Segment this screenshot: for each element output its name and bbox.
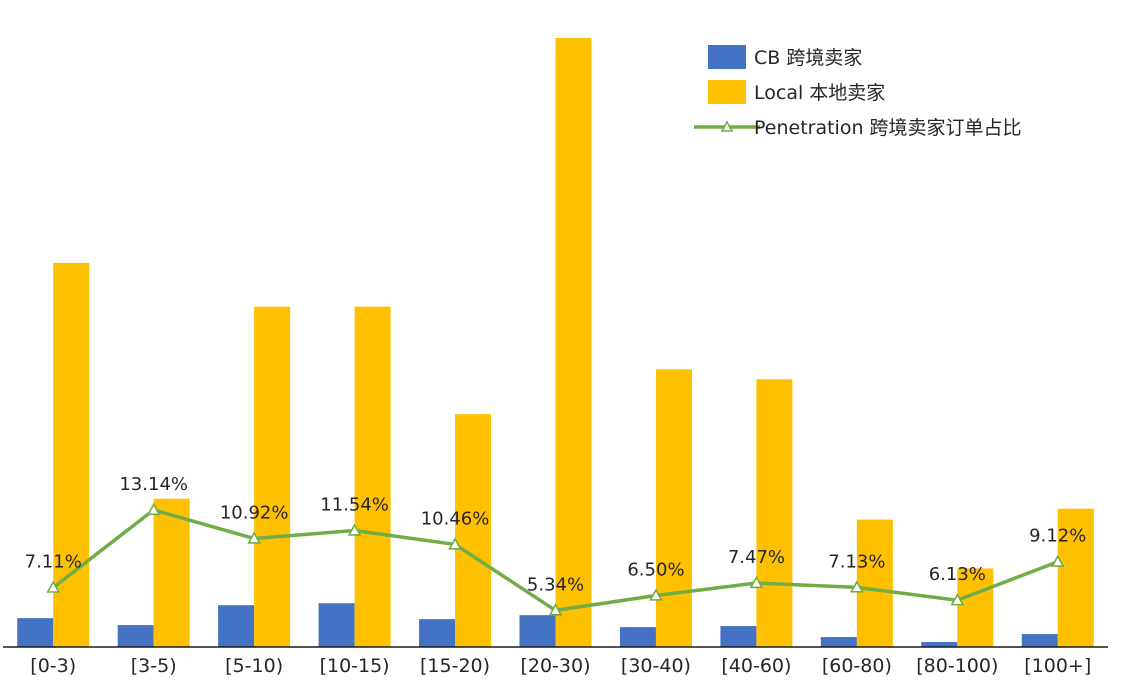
labels-layer: [0-3) [3-5) [5-10) [10-15) [15-20) [20-30) [30… xyxy=(25,474,1092,677)
x-tick-label-6: [30-40) xyxy=(621,655,691,677)
cb-bar-1 xyxy=(117,625,154,647)
penetration-marker-6 xyxy=(649,588,663,601)
penetration-label-10: 9.12% xyxy=(1029,526,1086,547)
penetration-label-8: 7.13% xyxy=(828,551,885,572)
x-tick-label-10: [100+] xyxy=(1024,655,1091,677)
local-bar-2 xyxy=(254,306,291,647)
penetration-label-1: 13.14% xyxy=(119,474,188,495)
local-bar-0 xyxy=(53,262,90,647)
x-tick-label-4: [15-20) xyxy=(420,655,490,677)
local-bar-10 xyxy=(1057,508,1094,647)
line-layer xyxy=(46,502,1065,616)
penetration-marker-3 xyxy=(347,523,362,536)
penetration-label-0: 7.11% xyxy=(25,552,82,573)
local-bar-5 xyxy=(555,37,592,648)
x-tick-label-8: [60-80) xyxy=(822,655,892,677)
local-bar-7 xyxy=(756,379,793,647)
local-bar-4 xyxy=(455,414,492,647)
legend: CB 跨境卖家 Local 本地卖家 Penetration 跨境卖家订单占比 xyxy=(694,45,1022,139)
cb-bar-8 xyxy=(820,637,857,647)
penetration-label-6: 6.50% xyxy=(627,559,684,580)
x-tick-label-3: [10-15) xyxy=(320,655,390,677)
x-tick-label-5: [20-30) xyxy=(520,655,590,677)
local-bar-9 xyxy=(957,568,994,647)
x-tick-label-1: [3-5) xyxy=(131,655,177,677)
cb-bar-5 xyxy=(519,615,556,647)
penetration-marker-7 xyxy=(749,575,764,589)
cb-bar-2 xyxy=(218,605,255,647)
penetration-marker-5 xyxy=(548,603,563,616)
legend-label-1: Local 本地卖家 xyxy=(754,82,885,104)
cb-bar-10 xyxy=(1021,634,1058,647)
legend-label-2: Penetration 跨境卖家订单占比 xyxy=(754,117,1022,139)
x-tick-label-9: [80-100) xyxy=(916,655,998,677)
cb-bar-9 xyxy=(921,642,958,647)
x-tick-label-0: [0-3) xyxy=(30,655,76,677)
penetration-marker-9 xyxy=(950,593,965,606)
bars-layer xyxy=(17,37,1094,648)
penetration-label-5: 5.34% xyxy=(527,574,584,595)
local-bar-6 xyxy=(655,369,692,647)
x-tick-label-7: [40-60) xyxy=(721,655,791,677)
legend-swatch-0 xyxy=(708,45,746,69)
penetration-label-3: 11.54% xyxy=(320,495,389,516)
x-tick-label-2: [5-10) xyxy=(225,655,283,677)
cb-bar-6 xyxy=(619,627,656,647)
local-bar-3 xyxy=(354,306,391,647)
cb-bar-4 xyxy=(419,619,456,647)
penetration-label-7: 7.47% xyxy=(728,547,785,568)
cb-bar-7 xyxy=(720,626,757,647)
local-bar-1 xyxy=(153,498,190,647)
penetration-marker-4 xyxy=(448,537,462,550)
penetration-marker-10 xyxy=(1050,554,1065,567)
cb-bar-0 xyxy=(17,618,54,647)
penetration-marker-8 xyxy=(850,580,864,593)
penetration-label-9: 6.13% xyxy=(929,564,986,585)
penetration-marker-1 xyxy=(146,502,161,516)
cb-bar-3 xyxy=(318,603,355,647)
penetration-marker-2 xyxy=(247,531,261,544)
penetration-marker-0 xyxy=(46,580,61,593)
penetration-label-2: 10.92% xyxy=(220,503,289,524)
local-bar-8 xyxy=(856,519,893,647)
legend-marker-2 xyxy=(720,120,734,132)
penetration-label-4: 10.46% xyxy=(421,508,490,529)
legend-label-0: CB 跨境卖家 xyxy=(754,47,862,69)
legend-swatch-1 xyxy=(708,80,746,104)
